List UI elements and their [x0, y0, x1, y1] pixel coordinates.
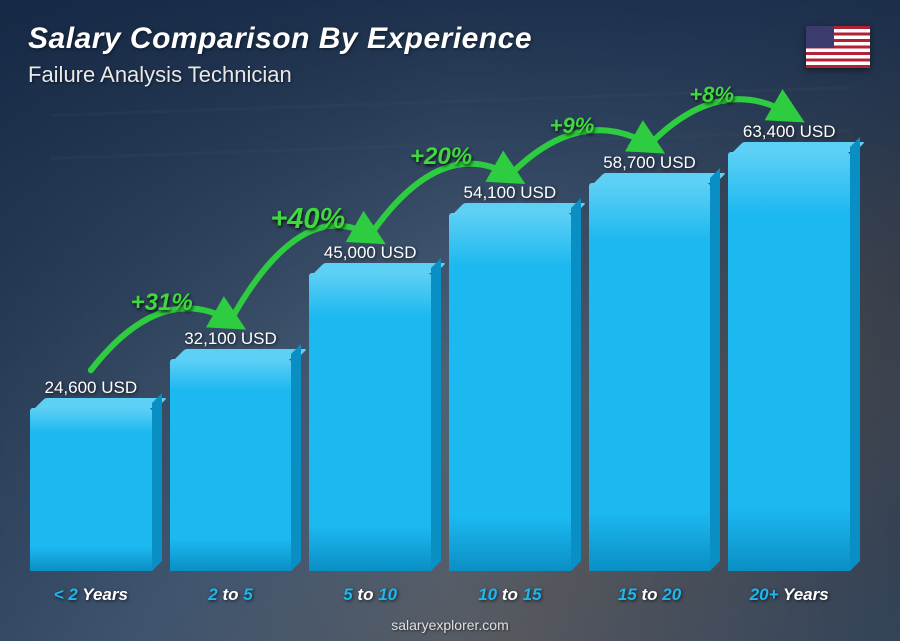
page-title: Salary Comparison By Experience [28, 22, 532, 56]
bar-slot: 32,100 USD [170, 329, 292, 571]
bar-slot: 58,700 USD [589, 153, 711, 571]
x-axis-label: 2 to 5 [170, 585, 292, 605]
bar [449, 213, 571, 571]
us-flag-icon [806, 26, 870, 68]
bar [589, 183, 711, 571]
x-axis-label: 20+ Years [728, 585, 850, 605]
bar-slot: 54,100 USD [449, 183, 571, 571]
bar [309, 273, 431, 571]
bar-slot: 63,400 USD [728, 122, 850, 571]
x-axis-label: 10 to 15 [449, 585, 571, 605]
x-axis-label: 5 to 10 [309, 585, 431, 605]
bar-value-label: 58,700 USD [603, 153, 696, 173]
bar-value-label: 24,600 USD [45, 378, 138, 398]
bar-value-label: 54,100 USD [464, 183, 557, 203]
bar [30, 408, 152, 571]
bar-value-label: 45,000 USD [324, 243, 417, 263]
bar-value-label: 32,100 USD [184, 329, 277, 349]
bar-slot: 45,000 USD [309, 243, 431, 571]
bar-value-label: 63,400 USD [743, 122, 836, 142]
page-subtitle: Failure Analysis Technician [28, 62, 532, 88]
bar [728, 152, 850, 571]
x-axis-label: 15 to 20 [589, 585, 711, 605]
x-axis-label: < 2 Years [30, 585, 152, 605]
footer-source: salaryexplorer.com [0, 617, 900, 633]
header: Salary Comparison By Experience Failure … [28, 22, 532, 88]
x-axis-labels: < 2 Years 2 to 5 5 to 10 10 to 15 15 to 20 20… [30, 585, 850, 605]
bar-slot: 24,600 USD [30, 378, 152, 571]
salary-bar-chart: 24,600 USD 32,100 USD 45,000 USD 54,100 USD… [30, 141, 850, 571]
bar [170, 359, 292, 571]
